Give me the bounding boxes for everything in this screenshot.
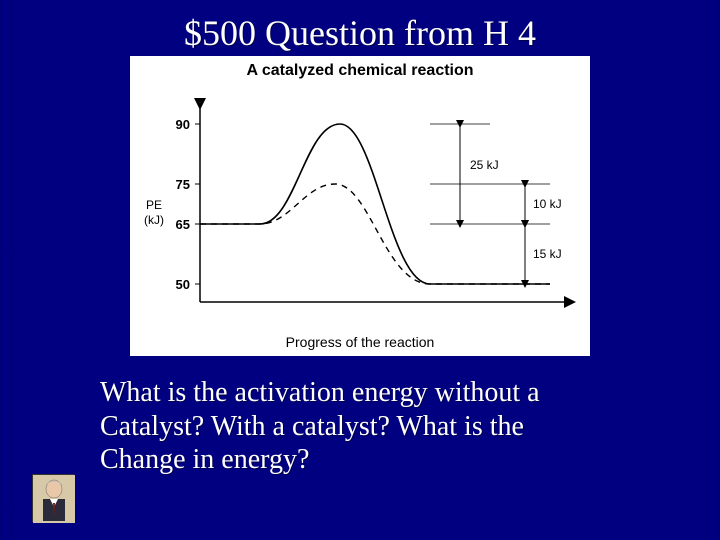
person-icon xyxy=(33,475,75,523)
question-line-1: What is the activation energy without a xyxy=(100,377,540,408)
question-line-2: Catalyst? With a catalyst? What is the xyxy=(100,411,524,442)
curtain-left xyxy=(0,0,14,540)
question-line-3: Change in energy? xyxy=(100,444,309,475)
label-ea-catalyzed: 10 kJ xyxy=(533,197,562,211)
jeopardy-slide: $500 Question from H 4 A catalyzed chemi… xyxy=(0,0,720,540)
ytick-65: 65 xyxy=(176,217,190,232)
reaction-chart: A catalyzed chemical reaction 90 75 65 5… xyxy=(130,56,590,356)
y-axis-label-1: PE xyxy=(146,198,162,212)
host-avatar[interactable] xyxy=(32,474,74,522)
ytick-50: 50 xyxy=(176,277,190,292)
curtain-right xyxy=(706,0,720,540)
chart-title: A catalyzed chemical reaction xyxy=(130,62,590,80)
question-text: What is the activation energy without a … xyxy=(100,376,660,477)
y-ticks: 90 75 65 50 xyxy=(176,117,200,292)
label-delta-e: 15 kJ xyxy=(533,247,562,261)
catalyzed-curve xyxy=(200,184,550,284)
chart-svg: 90 75 65 50 PE (kJ) 25 kJ 10 xyxy=(130,84,590,332)
y-axis-label-2: (kJ) xyxy=(144,213,164,227)
x-axis-label: Progress of the reaction xyxy=(130,334,590,350)
uncatalyzed-curve xyxy=(200,124,550,284)
label-ea-uncatalyzed: 25 kJ xyxy=(470,158,499,172)
ytick-75: 75 xyxy=(176,177,190,192)
ytick-90: 90 xyxy=(176,117,190,132)
slide-title: $500 Question from H 4 xyxy=(0,12,720,54)
